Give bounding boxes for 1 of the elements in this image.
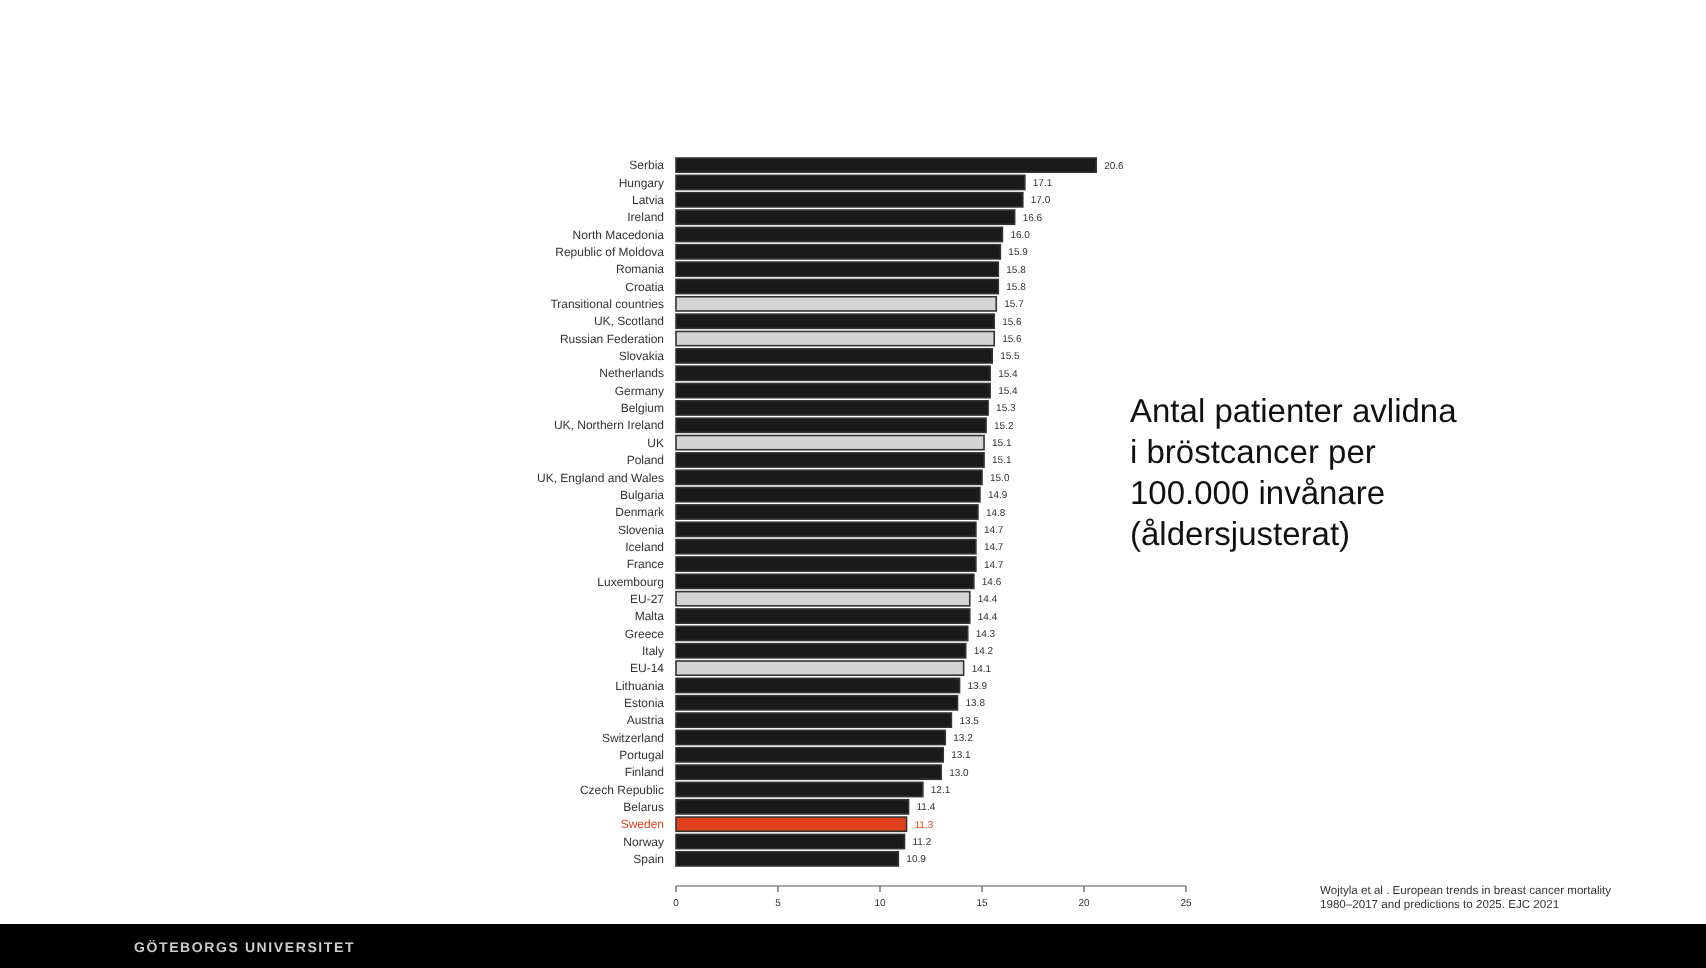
- text: Antal patienter avlidna i bröstcancer per 100.000 invånare (åldersjusterat): [1130, 394, 1459, 553]
